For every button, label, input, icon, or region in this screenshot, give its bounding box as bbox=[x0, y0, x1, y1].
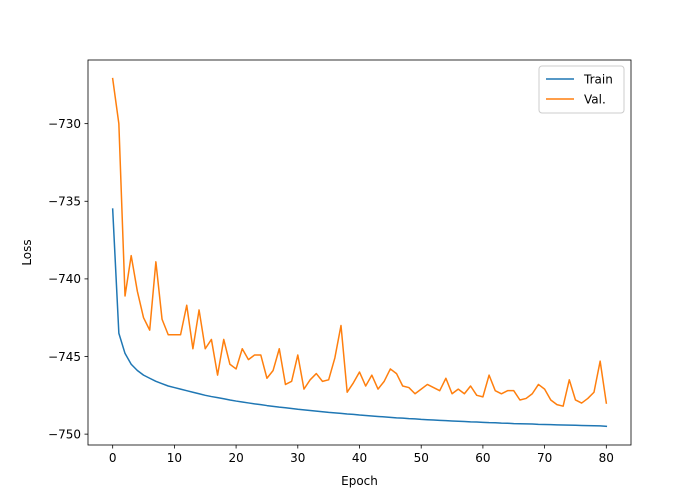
series-line-val bbox=[111, 77, 608, 407]
x-tick-label: 0 bbox=[109, 451, 117, 465]
x-tick-label: 60 bbox=[475, 451, 490, 465]
legend-box bbox=[538, 65, 625, 114]
legend-val-label: Val. bbox=[584, 93, 606, 107]
legend: Train Val. bbox=[538, 65, 625, 114]
y-tick-label: −750 bbox=[48, 427, 81, 441]
y-tick-label: −740 bbox=[48, 272, 81, 286]
x-axis: 0 10 20 30 40 50 60 70 80 bbox=[109, 445, 614, 465]
legend-train-label: Train bbox=[583, 73, 613, 87]
y-axis: −730 −735 −740 −745 −750 bbox=[48, 117, 88, 441]
series-layer bbox=[111, 77, 608, 428]
x-tick-label: 80 bbox=[599, 451, 614, 465]
x-tick-label: 40 bbox=[352, 451, 367, 465]
series-line-train bbox=[111, 208, 608, 428]
x-tick-label: 50 bbox=[414, 451, 429, 465]
x-tick-label: 10 bbox=[167, 451, 182, 465]
y-tick-label: −735 bbox=[48, 195, 81, 209]
y-axis-label: Loss bbox=[20, 239, 34, 265]
x-tick-label: 30 bbox=[290, 451, 305, 465]
plot-area bbox=[88, 60, 631, 445]
x-tick-label: 70 bbox=[537, 451, 552, 465]
x-tick-label: 20 bbox=[228, 451, 243, 465]
y-tick-label: −745 bbox=[48, 350, 81, 364]
x-axis-label: Epoch bbox=[341, 474, 378, 488]
y-tick-label: −730 bbox=[48, 117, 81, 131]
